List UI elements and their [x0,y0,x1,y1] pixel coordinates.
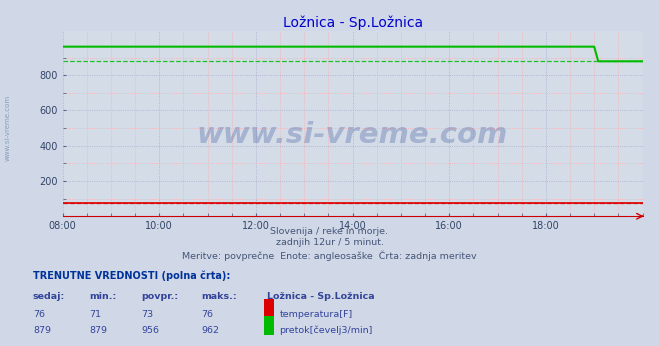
Text: temperatura[F]: temperatura[F] [279,310,353,319]
Text: maks.:: maks.: [201,292,237,301]
Text: www.si-vreme.com: www.si-vreme.com [5,95,11,161]
Text: 76: 76 [33,310,45,319]
Text: TRENUTNE VREDNOSTI (polna črta):: TRENUTNE VREDNOSTI (polna črta): [33,270,231,281]
Text: 76: 76 [201,310,213,319]
Text: 879: 879 [33,326,51,335]
Text: 73: 73 [142,310,154,319]
Text: min.:: min.: [89,292,116,301]
Text: www.si-vreme.com: www.si-vreme.com [197,121,508,149]
Text: povpr.:: povpr.: [142,292,179,301]
Text: 879: 879 [89,326,107,335]
Text: pretok[čevelj3/min]: pretok[čevelj3/min] [279,325,373,335]
Text: Ložnica - Sp.Ložnica: Ložnica - Sp.Ložnica [267,292,374,301]
Text: Slovenija / reke in morje.
zadnjih 12ur / 5 minut.
Meritve: povprečne  Enote: an: Slovenija / reke in morje. zadnjih 12ur … [182,227,477,261]
Text: sedaj:: sedaj: [33,292,65,301]
Text: 956: 956 [142,326,159,335]
Title: Ložnica - Sp.Ložnica: Ložnica - Sp.Ložnica [283,16,422,30]
Text: 962: 962 [201,326,219,335]
Text: 71: 71 [89,310,101,319]
